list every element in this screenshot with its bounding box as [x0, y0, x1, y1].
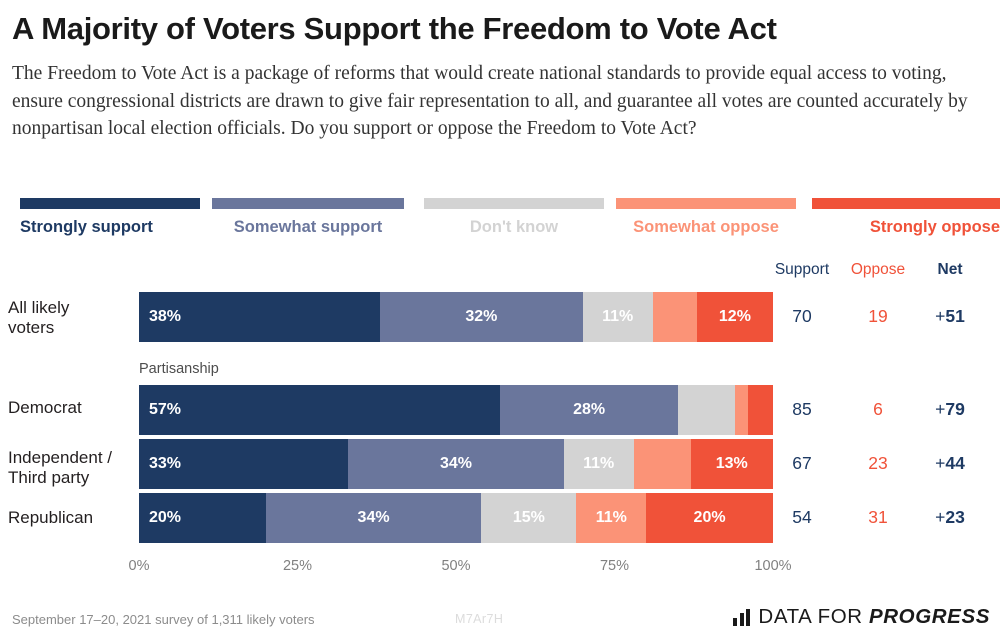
- summary-support-value: 54: [792, 507, 812, 527]
- legend-swatch: [424, 198, 604, 209]
- row-label-line: Independent /: [8, 448, 112, 467]
- row-label: Democrat: [8, 398, 136, 418]
- data-for-progress-logo: DATA FOR PROGRESS: [733, 605, 990, 629]
- summary-support-value: 67: [792, 453, 812, 473]
- legend-label: Strongly support: [20, 218, 153, 236]
- summary-support-value: 85: [792, 399, 812, 419]
- axis-tick-label: 50%: [441, 558, 471, 574]
- bar-segment-label: 15%: [512, 509, 545, 526]
- summary-net-value: +79: [935, 399, 965, 419]
- row-label-line: Democrat: [8, 398, 82, 417]
- stacked-bar[interactable]: 57% 28%: [139, 385, 773, 435]
- bar-segment-label: 20%: [149, 509, 182, 526]
- row-label: Independent / Third party: [8, 448, 136, 488]
- bar-segment-somewhat-oppose[interactable]: [633, 439, 691, 489]
- legend-label: Don't know: [469, 218, 559, 236]
- page-title: A Majority of Voters Support the Freedom…: [12, 11, 777, 46]
- summary-oppose-value: 31: [868, 507, 888, 527]
- legend-item-somewhat-oppose[interactable]: Somewhat oppose: [616, 198, 796, 236]
- bar-segment-don-t-know[interactable]: 11%: [582, 292, 653, 342]
- axis-tick-label: 0%: [128, 558, 150, 574]
- bar-segment-label: 33%: [149, 455, 182, 472]
- summary-net-value: +44: [935, 453, 965, 473]
- summary-support-value: 70: [792, 306, 812, 326]
- bar-segment-label: 20%: [693, 509, 726, 526]
- legend-swatch: [812, 198, 1000, 209]
- bar-segment-label: 38%: [149, 308, 182, 325]
- bar-segment-somewhat-support[interactable]: 34%: [348, 439, 564, 489]
- bar-segment-somewhat-support[interactable]: 28%: [500, 385, 678, 435]
- legend-swatch: [20, 198, 200, 209]
- row-label: Republican: [8, 508, 136, 528]
- legend-swatch: [616, 198, 796, 209]
- row-label-line: All likely: [8, 298, 70, 317]
- logo-prefix: DATA FOR: [758, 605, 869, 628]
- bar-segment-somewhat-oppose[interactable]: [734, 385, 748, 435]
- bar-segment-label: 12%: [718, 308, 751, 325]
- summary-net-value: +51: [935, 306, 965, 326]
- bar-segment-label: 11%: [583, 455, 615, 472]
- legend-label: Somewhat oppose: [633, 218, 779, 236]
- bar-segment-label: 13%: [715, 455, 748, 472]
- row-label-line: Third party: [8, 468, 90, 488]
- chart-legend: Strongly support Somewhat support Don't kn…: [12, 198, 1000, 244]
- logo-bold: PROGRESS: [869, 605, 990, 628]
- bar-segment-label: 11%: [595, 509, 627, 526]
- bar-segment-label: 32%: [465, 308, 498, 325]
- logo-text: DATA FOR PROGRESS: [758, 605, 990, 629]
- bar-segment-somewhat-oppose[interactable]: [652, 292, 697, 342]
- stacked-bar[interactable]: 33% 34% 11% 13%: [139, 439, 773, 489]
- bar-segment-strongly-support[interactable]: 57%: [139, 385, 501, 435]
- axis-tick-label: 75%: [599, 558, 630, 574]
- bar-segment-strongly-oppose[interactable]: 13%: [690, 439, 773, 489]
- legend-label: Strongly oppose: [869, 218, 1000, 236]
- page-subtitle: The Freedom to Vote Act is a package of …: [12, 63, 968, 140]
- bar-segment-label: 57%: [149, 401, 182, 418]
- bar-segment-somewhat-oppose[interactable]: 11%: [576, 493, 647, 543]
- summary-oppose-value: 19: [868, 306, 888, 326]
- bar-segment-label: 28%: [573, 401, 606, 418]
- group-label-partisanship: Partisanship: [139, 361, 219, 377]
- bar-segment-don-t-know[interactable]: [677, 385, 735, 435]
- row-label-line: Republican: [8, 508, 94, 527]
- bar-segment-strongly-oppose[interactable]: 12%: [696, 292, 773, 342]
- bar-segment-strongly-support[interactable]: 20%: [139, 493, 266, 543]
- legend-item-strongly-oppose[interactable]: Strongly oppose: [812, 198, 1000, 236]
- bar-chart-icon: [733, 608, 751, 626]
- legend-item-somewhat-support[interactable]: Somewhat support: [212, 198, 404, 236]
- row-label: All likely voters: [8, 298, 136, 338]
- bar-segment-strongly-oppose[interactable]: 20%: [646, 493, 773, 543]
- bar-segment-strongly-oppose[interactable]: [747, 385, 773, 435]
- axis-tick-label: 25%: [282, 558, 313, 574]
- legend-item-strongly-support[interactable]: Strongly support: [20, 198, 200, 236]
- survey-note: September 17–20, 2021 survey of 1,311 li…: [12, 612, 315, 627]
- bar-segment-label: 34%: [439, 455, 472, 472]
- bar-segment-strongly-support[interactable]: 38%: [139, 292, 380, 342]
- bar-segment-somewhat-support[interactable]: 34%: [265, 493, 482, 543]
- legend-label: Somewhat support: [233, 218, 383, 236]
- bar-segment-label: 11%: [602, 308, 634, 325]
- summary-oppose-value: 23: [868, 453, 888, 473]
- axis-tick-label: 100%: [754, 558, 792, 574]
- stacked-bar[interactable]: 38% 32% 11% 12%: [139, 292, 773, 342]
- summary-header-support: Support: [774, 261, 830, 278]
- summary-oppose-value: 6: [873, 399, 883, 419]
- bar-segment-label: 34%: [357, 509, 390, 526]
- summary-header-net: Net: [937, 261, 963, 278]
- watermark: M7Ar7H: [455, 612, 504, 626]
- stacked-bar[interactable]: 20% 34% 15% 11% 20%: [139, 493, 773, 543]
- legend-item-don-t-know[interactable]: Don't know: [424, 198, 604, 236]
- bar-segment-strongly-support[interactable]: 33%: [139, 439, 349, 489]
- summary-header-oppose: Oppose: [850, 261, 906, 278]
- bar-segment-don-t-know[interactable]: 15%: [481, 493, 577, 543]
- row-label-line: voters: [8, 318, 55, 338]
- summary-net-value: +23: [935, 507, 965, 527]
- bar-segment-don-t-know[interactable]: 11%: [563, 439, 634, 489]
- legend-swatch: [212, 198, 404, 209]
- bar-segment-somewhat-support[interactable]: 32%: [379, 292, 583, 342]
